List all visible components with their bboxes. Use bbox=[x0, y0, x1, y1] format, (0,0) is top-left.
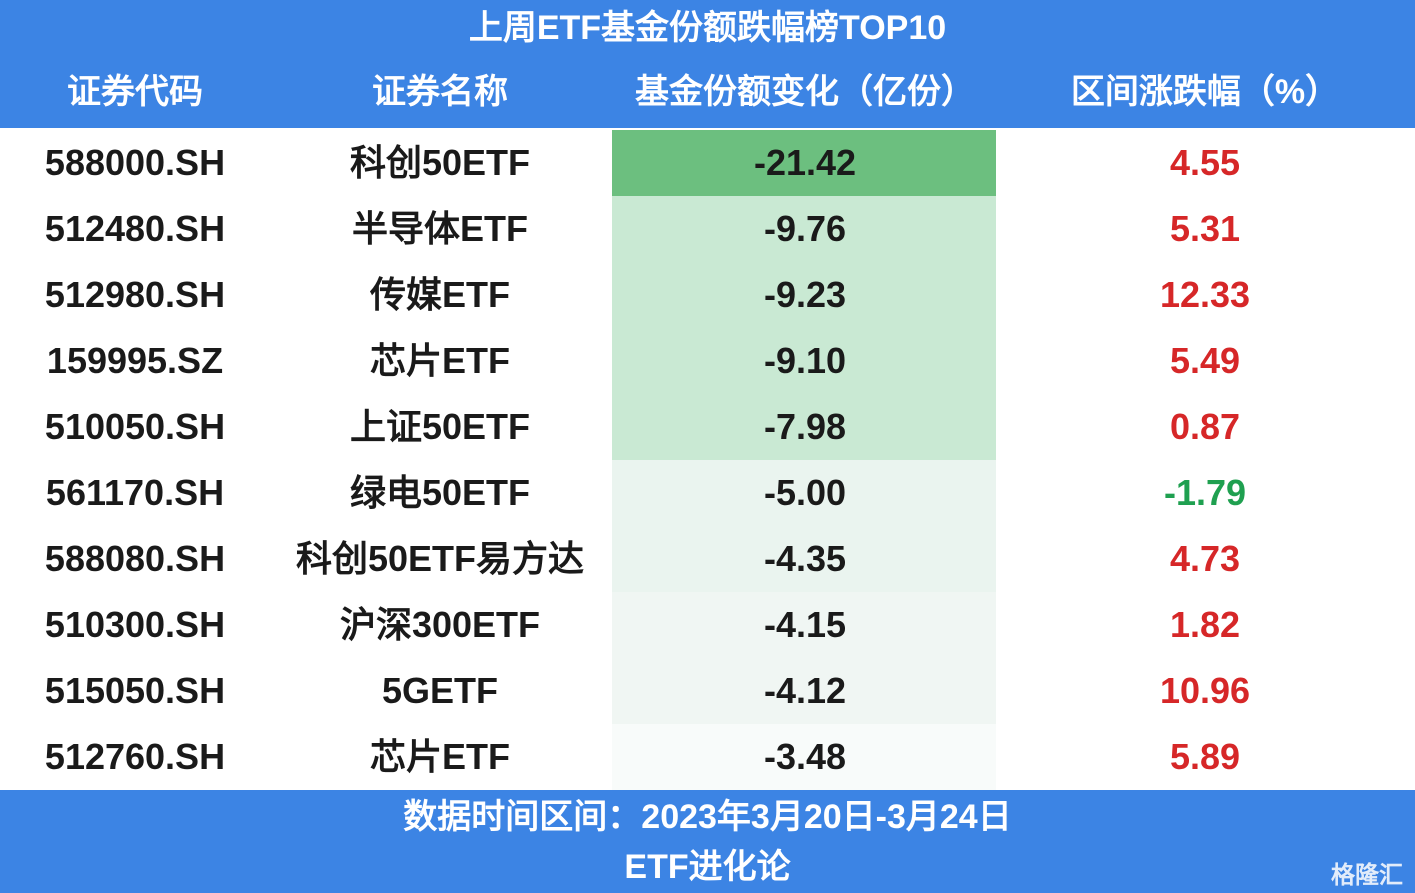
table-cell: 512760.SH bbox=[44, 736, 226, 777]
heat-cell bbox=[612, 394, 996, 460]
table-cell: 传媒ETF bbox=[370, 274, 510, 315]
table-cell: 512480.SH bbox=[44, 208, 226, 249]
heat-cell bbox=[612, 130, 996, 196]
table-cell: -1.79 bbox=[1163, 472, 1247, 513]
table-cell: 半导体ETF bbox=[352, 208, 528, 249]
column-header: 基金份额变化（亿份） bbox=[635, 73, 975, 111]
column-header: 证券代码 bbox=[67, 73, 203, 111]
table-cell: 4.55 bbox=[1169, 142, 1241, 183]
table-cell: -21.42 bbox=[753, 142, 857, 183]
heat-cell bbox=[612, 526, 996, 592]
table-cell: -3.48 bbox=[763, 736, 847, 777]
table-cell: 510300.SH bbox=[44, 604, 226, 645]
table-cell: -4.12 bbox=[763, 670, 847, 711]
heat-cell bbox=[612, 196, 996, 262]
heat-cell bbox=[612, 592, 996, 658]
table-cell: 561170.SH bbox=[45, 472, 225, 513]
table-cell: 上证50ETF bbox=[349, 406, 531, 447]
table-cell: 芯片ETF bbox=[370, 736, 510, 777]
table-cell: 515050.SH bbox=[44, 670, 226, 711]
watermark: 格隆汇 bbox=[1331, 862, 1403, 889]
footer-band bbox=[0, 790, 1415, 893]
table-cell: 绿电50ETF bbox=[349, 472, 531, 513]
table-cell: 芯片ETF bbox=[370, 340, 510, 381]
heat-cell bbox=[612, 658, 996, 724]
column-header: 区间涨跌幅（%） bbox=[1070, 73, 1340, 111]
table-cell: 1.82 bbox=[1169, 604, 1241, 645]
table-cell: -4.35 bbox=[763, 538, 847, 579]
heat-cell bbox=[612, 262, 996, 328]
table-cell: 512980.SH bbox=[44, 274, 226, 315]
table-cell: 588080.SH bbox=[44, 538, 226, 579]
header-band bbox=[0, 0, 1415, 128]
table-cell: 5.31 bbox=[1169, 208, 1241, 249]
heat-cell bbox=[612, 460, 996, 526]
column-header: 证券名称 bbox=[372, 73, 508, 111]
table-cell: 12.33 bbox=[1159, 274, 1251, 315]
table-cell: 4.73 bbox=[1169, 538, 1241, 579]
footer-source: ETF进化论 bbox=[624, 848, 791, 886]
heat-cell bbox=[612, 328, 996, 394]
table-cell: 科创50ETF bbox=[349, 142, 531, 183]
table-cell: -7.98 bbox=[763, 406, 847, 447]
table-cell: 科创50ETF易方达 bbox=[295, 538, 585, 579]
table-cell: 5.89 bbox=[1169, 736, 1241, 777]
table-cell: -9.76 bbox=[763, 208, 847, 249]
table-cell: 沪深300ETF bbox=[339, 604, 541, 645]
table-cell: 5GETF bbox=[381, 670, 498, 711]
table-cell: 588000.SH bbox=[44, 142, 226, 183]
table-cell: 510050.SH bbox=[44, 406, 226, 447]
table-cell: -9.10 bbox=[763, 340, 847, 381]
table-cell: 0.87 bbox=[1169, 406, 1241, 447]
title: 上周ETF基金份额跌幅榜TOP10 bbox=[468, 9, 947, 47]
table-cell: 159995.SZ bbox=[46, 340, 224, 381]
heat-cell bbox=[612, 724, 996, 790]
table-cell: -5.00 bbox=[763, 472, 847, 513]
table-cell: 10.96 bbox=[1159, 670, 1251, 711]
table-cell: 5.49 bbox=[1169, 340, 1241, 381]
footer-date: 数据时间区间：2023年3月20日-3月24日 bbox=[403, 798, 1012, 836]
table-cell: -4.15 bbox=[763, 604, 847, 645]
table-cell: -9.23 bbox=[763, 274, 847, 315]
